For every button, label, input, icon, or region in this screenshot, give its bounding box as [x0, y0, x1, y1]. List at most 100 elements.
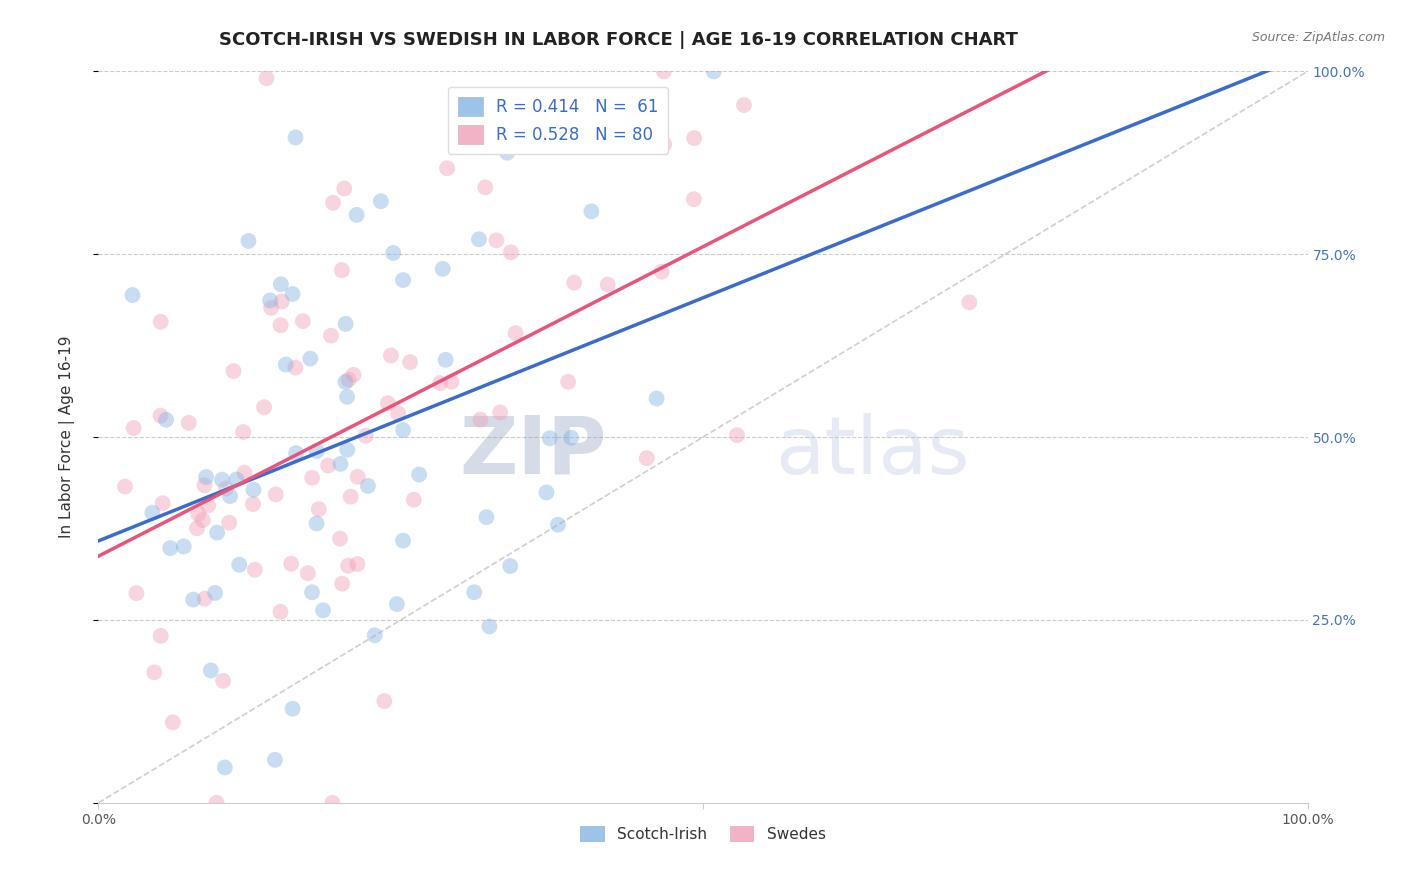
Point	[285, 446, 308, 460]
Point	[242, 497, 264, 511]
Point	[683, 192, 706, 206]
Point	[301, 585, 323, 599]
Point	[547, 517, 569, 532]
Point	[357, 479, 380, 493]
Point	[256, 71, 278, 86]
Y-axis label: In Labor Force | Age 16-19: In Labor Force | Age 16-19	[59, 335, 75, 539]
Point	[222, 364, 245, 378]
Point	[562, 276, 585, 290]
Point	[402, 492, 425, 507]
Point	[259, 293, 281, 308]
Point	[957, 295, 980, 310]
Point	[335, 317, 357, 331]
Point	[536, 485, 558, 500]
Point	[177, 416, 200, 430]
Point	[242, 483, 264, 497]
Point	[346, 208, 368, 222]
Point	[195, 470, 218, 484]
Point	[370, 194, 392, 209]
Text: ZIP: ZIP	[458, 413, 606, 491]
Point	[173, 540, 195, 554]
Point	[143, 665, 166, 680]
Point	[297, 566, 319, 581]
Point	[596, 277, 619, 292]
Point	[538, 431, 561, 445]
Point	[499, 245, 522, 260]
Point	[319, 328, 342, 343]
Point	[336, 390, 359, 404]
Point	[434, 352, 457, 367]
Point	[155, 413, 177, 427]
Point	[474, 180, 496, 194]
Point	[581, 204, 603, 219]
Point	[253, 400, 276, 414]
Point	[652, 137, 675, 152]
Legend: Scotch-Irish, Swedes: Scotch-Irish, Swedes	[572, 818, 834, 850]
Point	[181, 592, 204, 607]
Point	[387, 406, 409, 420]
Point	[270, 277, 292, 292]
Point	[337, 373, 360, 387]
Point	[496, 145, 519, 160]
Point	[269, 605, 291, 619]
Point	[200, 664, 222, 678]
Text: atlas: atlas	[776, 413, 970, 491]
Point	[380, 349, 402, 363]
Point	[205, 525, 228, 540]
Point	[377, 396, 399, 410]
Point	[243, 563, 266, 577]
Point	[291, 314, 314, 328]
Point	[214, 760, 236, 774]
Point	[114, 479, 136, 493]
Point	[305, 444, 328, 458]
Point	[149, 315, 172, 329]
Point	[470, 412, 492, 426]
Point	[408, 467, 430, 482]
Point	[485, 233, 508, 247]
Point	[316, 458, 339, 473]
Point	[141, 506, 163, 520]
Point	[475, 510, 498, 524]
Point	[264, 487, 287, 501]
Point	[392, 533, 415, 548]
Point	[335, 375, 357, 389]
Point	[499, 559, 522, 574]
Point	[215, 482, 238, 496]
Point	[270, 294, 292, 309]
Point	[121, 288, 143, 302]
Point	[651, 265, 673, 279]
Point	[187, 507, 209, 521]
Point	[703, 64, 725, 78]
Point	[284, 360, 307, 375]
Point	[212, 673, 235, 688]
Text: Source: ZipAtlas.com: Source: ZipAtlas.com	[1251, 31, 1385, 45]
Point	[162, 715, 184, 730]
Point	[346, 557, 368, 571]
Point	[557, 375, 579, 389]
Text: SCOTCH-IRISH VS SWEDISH IN LABOR FORCE | AGE 16-19 CORRELATION CHART: SCOTCH-IRISH VS SWEDISH IN LABOR FORCE |…	[219, 31, 1018, 49]
Point	[159, 541, 181, 555]
Point	[281, 702, 304, 716]
Point	[432, 261, 454, 276]
Point	[385, 597, 408, 611]
Point	[238, 234, 260, 248]
Point	[308, 502, 330, 516]
Point	[364, 628, 387, 642]
Point	[505, 326, 527, 340]
Point	[301, 471, 323, 485]
Point	[322, 195, 344, 210]
Point	[193, 478, 215, 492]
Point	[205, 796, 228, 810]
Point	[125, 586, 148, 600]
Point	[436, 161, 458, 176]
Point	[194, 591, 217, 606]
Point	[330, 263, 353, 277]
Point	[280, 557, 302, 571]
Point	[440, 375, 463, 389]
Point	[122, 421, 145, 435]
Point	[339, 490, 361, 504]
Point	[219, 489, 242, 503]
Point	[392, 423, 415, 437]
Point	[281, 287, 304, 301]
Point	[725, 428, 748, 442]
